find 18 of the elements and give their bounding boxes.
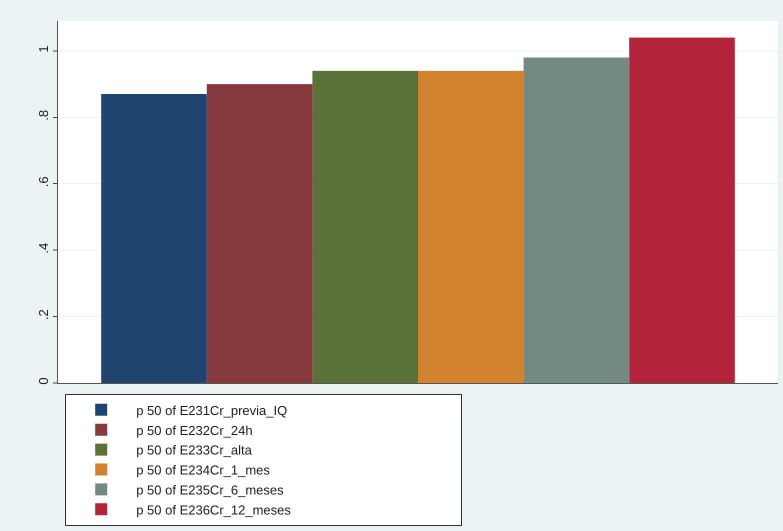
bar xyxy=(524,58,630,383)
bar xyxy=(206,84,312,383)
y-tick-label: .4 xyxy=(36,242,51,254)
legend-label: p 50 of E232Cr_24h xyxy=(136,422,253,438)
legend-label: p 50 of E235Cr_6_meses xyxy=(136,482,284,498)
legend-label: p 50 of E234Cr_1_mes xyxy=(136,462,270,478)
bar xyxy=(312,70,418,383)
y-tick-label: 0 xyxy=(36,377,51,385)
legend-label: p 50 of E233Cr_alta xyxy=(136,442,253,458)
y-tick-label: 1 xyxy=(36,45,51,53)
y-tick-label: .8 xyxy=(36,110,51,121)
bar xyxy=(101,94,207,383)
y-tick-label: .2 xyxy=(36,309,51,320)
legend-label: p 50 of E231Cr_previa_IQ xyxy=(136,402,288,418)
y-tick-label: .6 xyxy=(36,176,51,188)
legend-label: p 50 of E236Cr_12_meses xyxy=(136,502,292,518)
bar xyxy=(629,38,735,383)
bar xyxy=(418,70,524,383)
